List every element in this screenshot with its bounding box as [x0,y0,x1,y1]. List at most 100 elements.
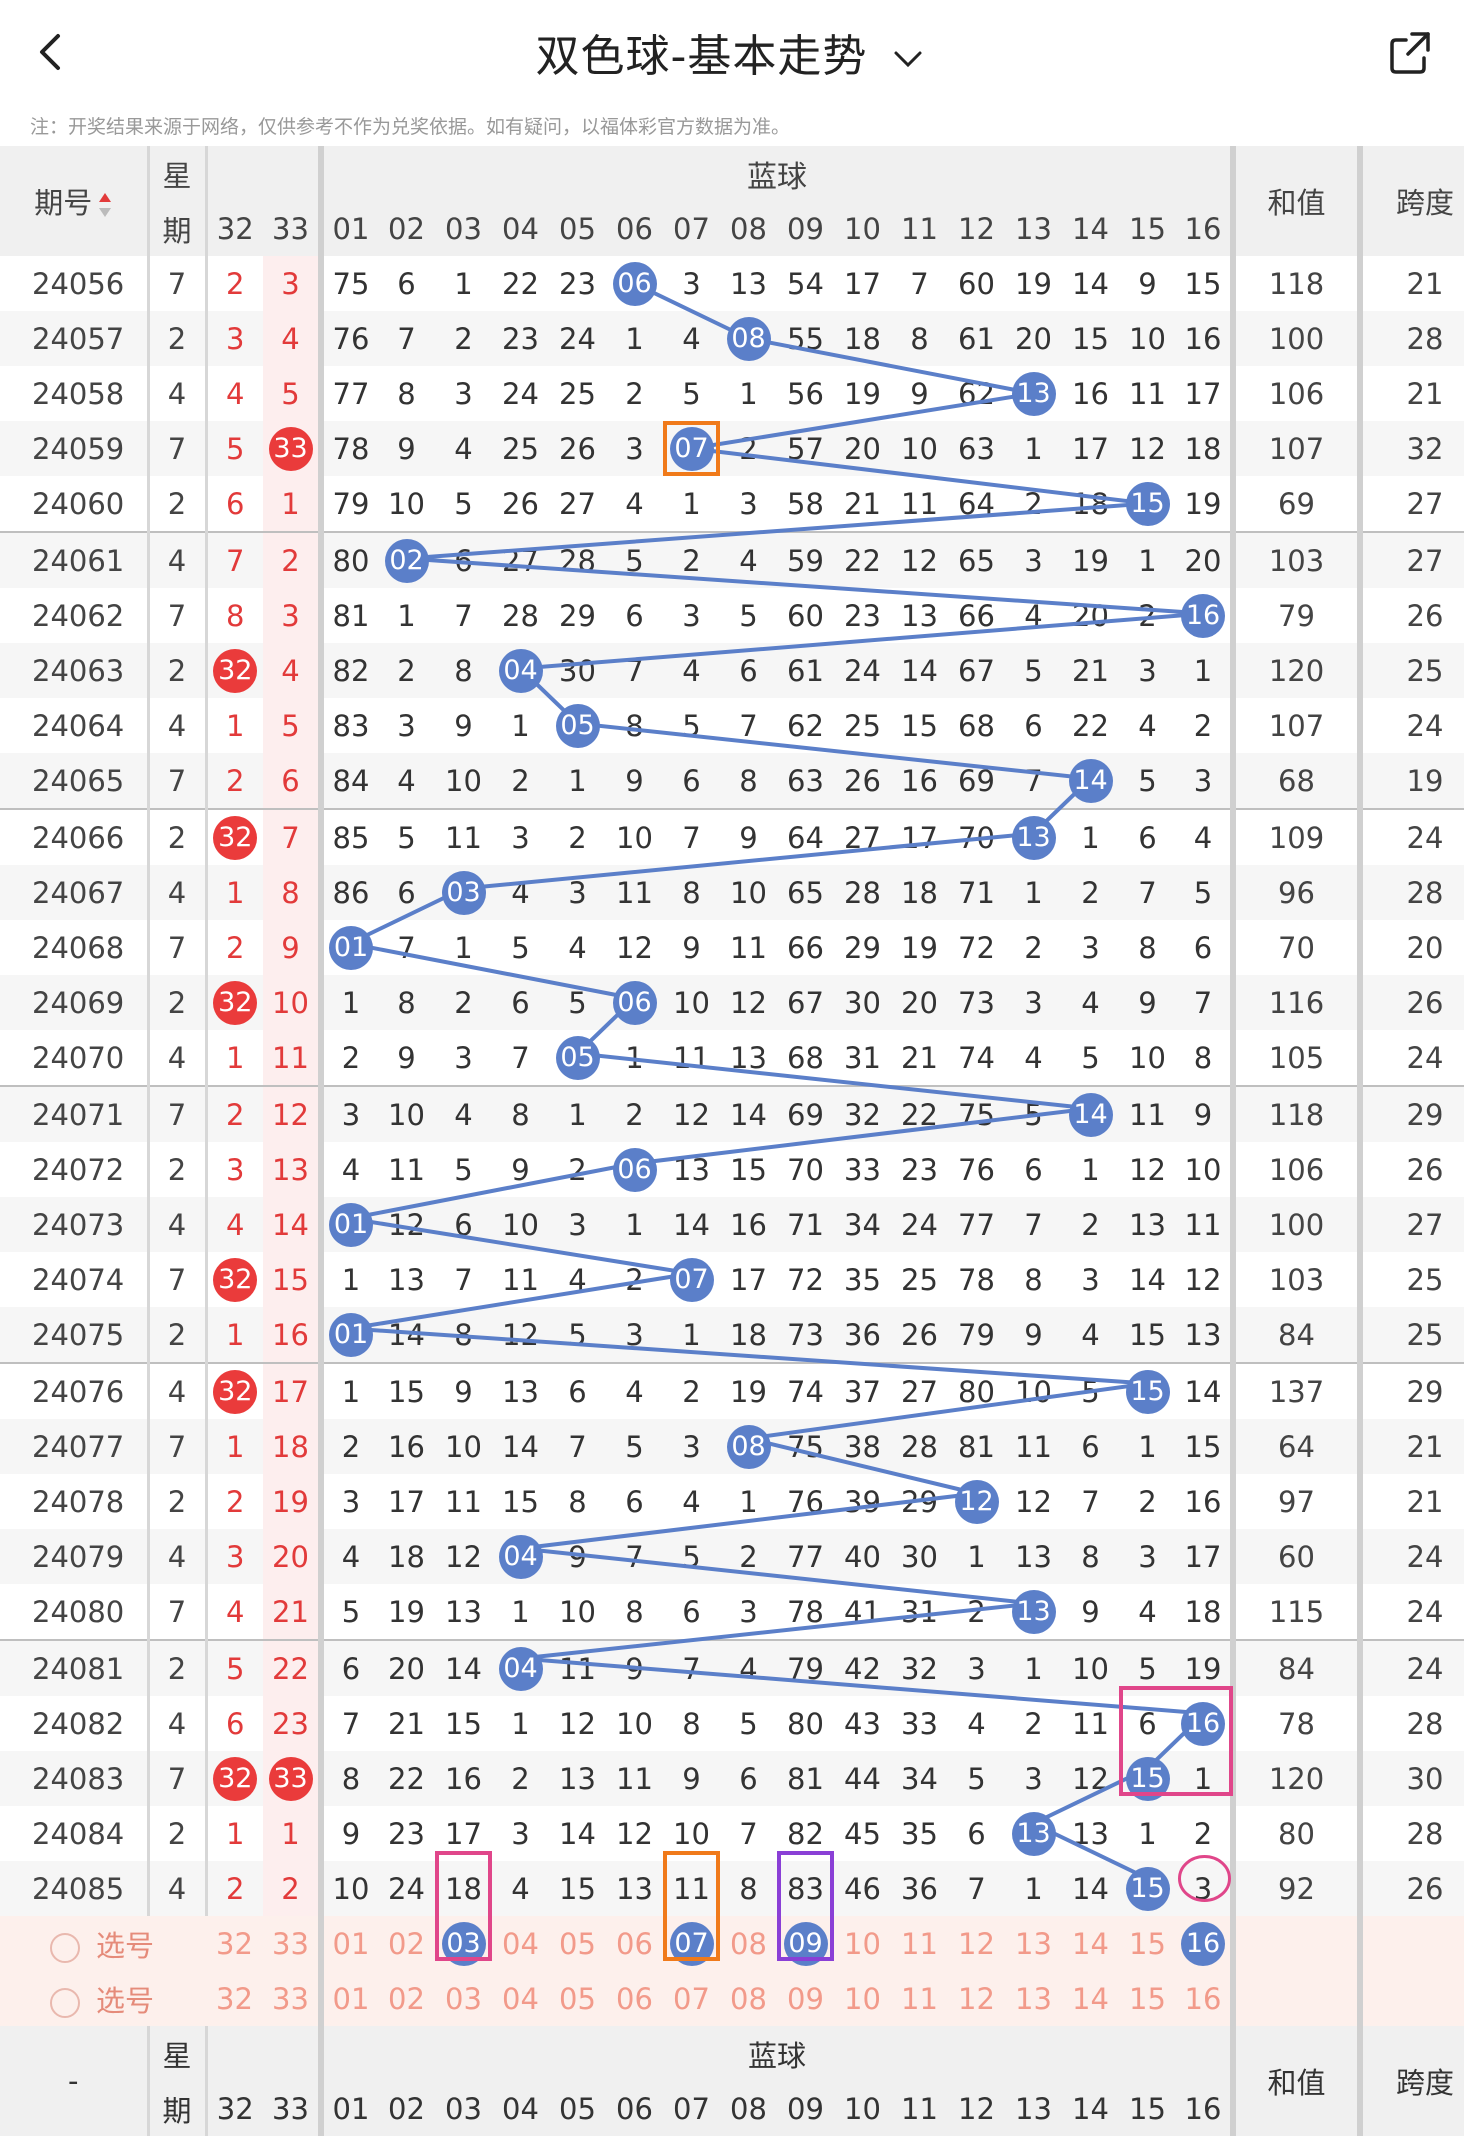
col-issue-header[interactable]: 期号 [0,146,150,256]
pick-label-cell[interactable]: 选号 [0,1916,206,1971]
week-cell: 2 [148,1474,208,1529]
blue-cell: 2 [1005,1696,1062,1751]
pick-blue-12[interactable]: 12 [948,1971,1005,2026]
pick-blue-16[interactable]: 16 [1176,1916,1236,1971]
week-cell: 2 [148,808,208,865]
radio-icon[interactable] [50,1987,80,2018]
blue-cell: 13 [891,588,948,643]
red-hit-ball: 32 [213,1257,258,1302]
blue-cell: 14 [1062,1861,1119,1916]
blue-cell: 14 [1119,1252,1176,1307]
pick-label-cell[interactable]: 选号 [0,1971,206,2026]
pick-blue-16[interactable]: 16 [1176,1971,1236,2026]
pick-blue-13[interactable]: 13 [1005,1971,1062,2026]
blue-cell: 70 [777,1142,834,1197]
blue-cell: 8 [606,1584,663,1640]
blue-cell: 13 [720,1030,777,1086]
blue-cell: 6 [321,1639,378,1696]
blue-cell: 15 [720,1142,777,1197]
issue-cell: 24063 [0,643,150,698]
blue-cell: 13 [1005,366,1062,421]
pick-blue-08[interactable]: 08 [720,1916,777,1971]
blue-cell: 6 [1005,1142,1062,1197]
pick-blue-10[interactable]: 10 [834,1971,891,2026]
pick-blue-14[interactable]: 14 [1062,1916,1119,1971]
pick-blue-08[interactable]: 08 [720,1971,777,2026]
issue-cell: 24062 [0,588,150,643]
pick-blue-02[interactable]: 02 [378,1916,435,1971]
pick-blue-03[interactable]: 03 [435,1916,492,1971]
blue-cell: 23 [834,588,891,643]
span-cell: 27 [1360,531,1464,588]
pick-blue-06[interactable]: 06 [606,1916,663,1971]
blue-cell: 6 [720,643,777,698]
red-cell: 2 [263,531,324,588]
issue-cell: 24064 [0,698,150,753]
pick-blue-10[interactable]: 10 [834,1916,891,1971]
blue-cell: 1 [1005,1861,1062,1916]
blue-cell: 13 [435,1584,492,1640]
blue-cell: 9 [549,1529,606,1584]
blue-cell: 27 [834,808,891,865]
blue-cell: 3 [663,1419,720,1474]
span-cell: 27 [1360,476,1464,532]
blue-cell: 30 [549,643,606,698]
blue-cell: 12 [948,1474,1005,1529]
pick-blue-13[interactable]: 13 [1005,1916,1062,1971]
pick-blue-04[interactable]: 04 [492,1916,549,1971]
pick-blue-05[interactable]: 05 [549,1971,606,2026]
page-title[interactable]: 双色球-基本走势 [0,20,1464,84]
blue-cell: 24 [834,643,891,698]
blue-cell: 3 [378,698,435,753]
pick-blue-01[interactable]: 01 [321,1971,378,2026]
share-icon[interactable] [1384,26,1436,78]
blue-cell: 20 [834,421,891,476]
chevron-down-icon[interactable] [888,39,928,79]
pick-blue-07[interactable]: 07 [663,1916,720,1971]
pick-blue-12[interactable]: 12 [948,1916,1005,1971]
col-sum-header: 和值 [1233,2026,1363,2136]
blue-cell: 22 [834,531,891,588]
blue-cell: 3 [1005,1751,1062,1806]
blue-cell: 7 [321,1696,378,1751]
blue-cell: 05 [549,1030,606,1086]
pick-blue-15[interactable]: 15 [1119,1916,1176,1971]
pick-blue-06[interactable]: 06 [606,1971,663,2026]
pick-blue-09[interactable]: 09 [777,1971,834,2026]
pick-blue-11[interactable]: 11 [891,1971,948,2026]
blue-cell: 7 [663,1639,720,1696]
pick-blue-02[interactable]: 02 [378,1971,435,2026]
pick-red-33[interactable]: 33 [263,1916,324,1971]
blue-cell: 2 [549,1142,606,1197]
col-blue-13: 13 [1005,201,1062,256]
blue-cell: 5 [606,1419,663,1474]
pick-blue-04[interactable]: 04 [492,1971,549,2026]
pick-blue-07[interactable]: 07 [663,1971,720,2026]
sort-icon[interactable] [98,190,112,220]
blue-cell: 68 [777,1030,834,1086]
pick-red-33[interactable]: 33 [263,1971,324,2026]
pick-red-32[interactable]: 32 [206,1971,263,2026]
pick-blue-03[interactable]: 03 [435,1971,492,2026]
blue-cell: 31 [834,1030,891,1086]
blue-cell: 8 [720,1861,777,1916]
pick-blue-11[interactable]: 11 [891,1916,948,1971]
pick-blue-09[interactable]: 09 [777,1916,834,1971]
blue-cell: 2 [720,421,777,476]
blue-cell: 8 [720,753,777,809]
pick-blue-15[interactable]: 15 [1119,1971,1176,2026]
blue-cell: 7 [378,920,435,975]
col-blue-01: 01 [321,2081,378,2136]
blue-cell: 3 [549,865,606,920]
pick-red-32[interactable]: 32 [206,1916,263,1971]
footer-dash[interactable]: - [0,2026,150,2136]
col-red-group [206,146,324,201]
pick-blue-05[interactable]: 05 [549,1916,606,1971]
pick-blue-01[interactable]: 01 [321,1916,378,1971]
pick-blue-14[interactable]: 14 [1062,1971,1119,2026]
red-cell: 5 [263,366,324,421]
issue-cell: 24059 [0,421,150,476]
blue-cell: 9 [1119,975,1176,1030]
radio-icon[interactable] [50,1932,80,1963]
back-icon[interactable] [28,28,76,76]
